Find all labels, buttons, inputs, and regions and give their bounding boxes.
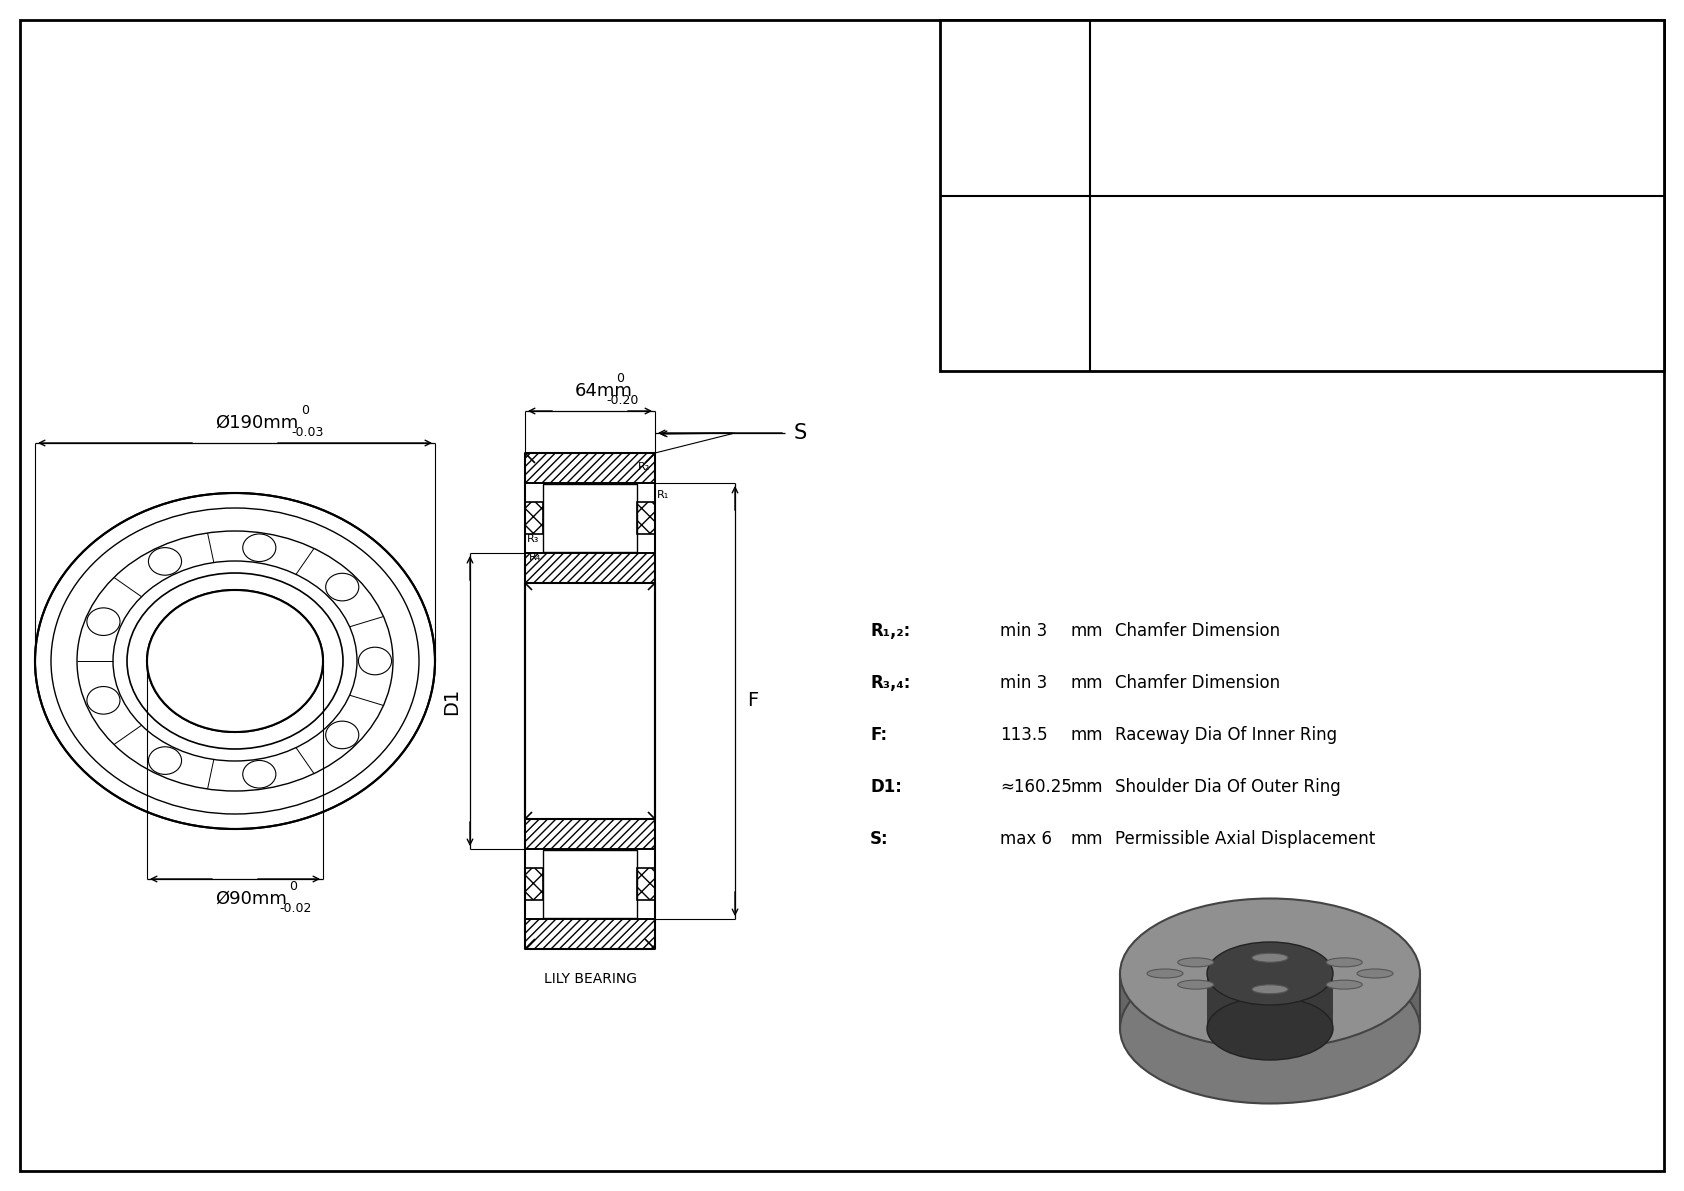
Text: R₃: R₃ <box>527 534 539 544</box>
Ellipse shape <box>1327 980 1362 990</box>
Bar <box>525 484 655 919</box>
Text: mm: mm <box>1069 674 1103 692</box>
Text: ≈160.25: ≈160.25 <box>1000 778 1073 796</box>
Ellipse shape <box>147 590 323 732</box>
Ellipse shape <box>325 573 359 601</box>
Ellipse shape <box>1357 969 1393 978</box>
Bar <box>940 20 1664 372</box>
Text: min 3: min 3 <box>1000 622 1047 640</box>
Ellipse shape <box>1147 969 1182 978</box>
Text: mm: mm <box>1069 778 1103 796</box>
Text: -0.20: -0.20 <box>606 394 640 407</box>
Bar <box>637 503 655 534</box>
Bar <box>542 484 637 551</box>
Text: R₄: R₄ <box>529 551 541 562</box>
Text: R₃,₄:: R₃,₄: <box>871 674 911 692</box>
Ellipse shape <box>35 493 434 829</box>
Text: mm: mm <box>1069 622 1103 640</box>
Bar <box>525 553 655 849</box>
Text: LILY: LILY <box>945 81 1068 135</box>
Text: mm: mm <box>1069 727 1103 744</box>
Ellipse shape <box>242 760 276 788</box>
Text: Chamfer Dimension: Chamfer Dimension <box>1115 622 1280 640</box>
Text: Shoulder Dia Of Outer Ring: Shoulder Dia Of Outer Ring <box>1115 778 1340 796</box>
Text: D1: D1 <box>443 687 461 715</box>
Text: SHANGHAI LILY BEARING LIMITED: SHANGHAI LILY BEARING LIMITED <box>1207 85 1546 102</box>
Text: F:: F: <box>871 727 887 744</box>
Ellipse shape <box>148 548 182 575</box>
Text: 64mm: 64mm <box>574 382 633 400</box>
Bar <box>542 850 637 918</box>
Ellipse shape <box>1120 898 1420 1048</box>
Bar <box>525 868 542 899</box>
Bar <box>525 919 655 949</box>
Bar <box>637 868 655 899</box>
Ellipse shape <box>1177 980 1214 990</box>
Text: R₁: R₁ <box>657 490 669 500</box>
Ellipse shape <box>1207 942 1334 1005</box>
Bar <box>525 503 542 534</box>
Ellipse shape <box>1120 954 1420 1104</box>
Bar <box>1207 973 1334 1029</box>
Text: 0: 0 <box>301 404 308 417</box>
Ellipse shape <box>88 686 120 715</box>
Text: R₂: R₂ <box>638 462 650 472</box>
Ellipse shape <box>242 534 276 561</box>
Text: ®: ® <box>1054 79 1071 96</box>
Text: D1:: D1: <box>871 778 903 796</box>
Text: NU 2318 ECJ Cylindrical Roller Bearings: NU 2318 ECJ Cylindrical Roller Bearings <box>1179 274 1576 293</box>
Text: min 3: min 3 <box>1000 674 1047 692</box>
Text: LILY BEARING: LILY BEARING <box>544 972 637 986</box>
Ellipse shape <box>147 590 323 732</box>
Text: Chamfer Dimension: Chamfer Dimension <box>1115 674 1280 692</box>
Text: Email: lilybearing@lily-bearing.com: Email: lilybearing@lily-bearing.com <box>1241 117 1512 131</box>
Ellipse shape <box>88 607 120 636</box>
Ellipse shape <box>1207 997 1334 1060</box>
Bar <box>525 453 655 949</box>
Ellipse shape <box>1251 953 1288 962</box>
Text: F: F <box>748 692 758 711</box>
Text: 113.5: 113.5 <box>1000 727 1047 744</box>
Text: -0.03: -0.03 <box>291 426 325 439</box>
Text: R₁,₂:: R₁,₂: <box>871 622 911 640</box>
Text: Raceway Dia Of Inner Ring: Raceway Dia Of Inner Ring <box>1115 727 1337 744</box>
Bar <box>1120 973 1420 1029</box>
Ellipse shape <box>1327 958 1362 967</box>
Text: -0.02: -0.02 <box>280 903 312 916</box>
Text: Part
Number: Part Number <box>982 264 1049 303</box>
Text: S: S <box>793 423 807 443</box>
Text: S:: S: <box>871 830 889 848</box>
Bar <box>525 453 655 484</box>
Ellipse shape <box>359 647 392 675</box>
Text: 0: 0 <box>616 373 625 386</box>
Bar <box>525 819 655 849</box>
Ellipse shape <box>148 747 182 774</box>
Ellipse shape <box>1177 958 1214 967</box>
Text: Ø90mm: Ø90mm <box>216 890 286 908</box>
Text: mm: mm <box>1069 830 1103 848</box>
Bar <box>525 553 655 584</box>
Text: Permissible Axial Displacement: Permissible Axial Displacement <box>1115 830 1376 848</box>
Text: Ø190mm: Ø190mm <box>216 414 298 432</box>
Text: max 6: max 6 <box>1000 830 1052 848</box>
Ellipse shape <box>325 721 359 749</box>
Text: 0: 0 <box>290 880 296 893</box>
Ellipse shape <box>1251 985 1288 993</box>
